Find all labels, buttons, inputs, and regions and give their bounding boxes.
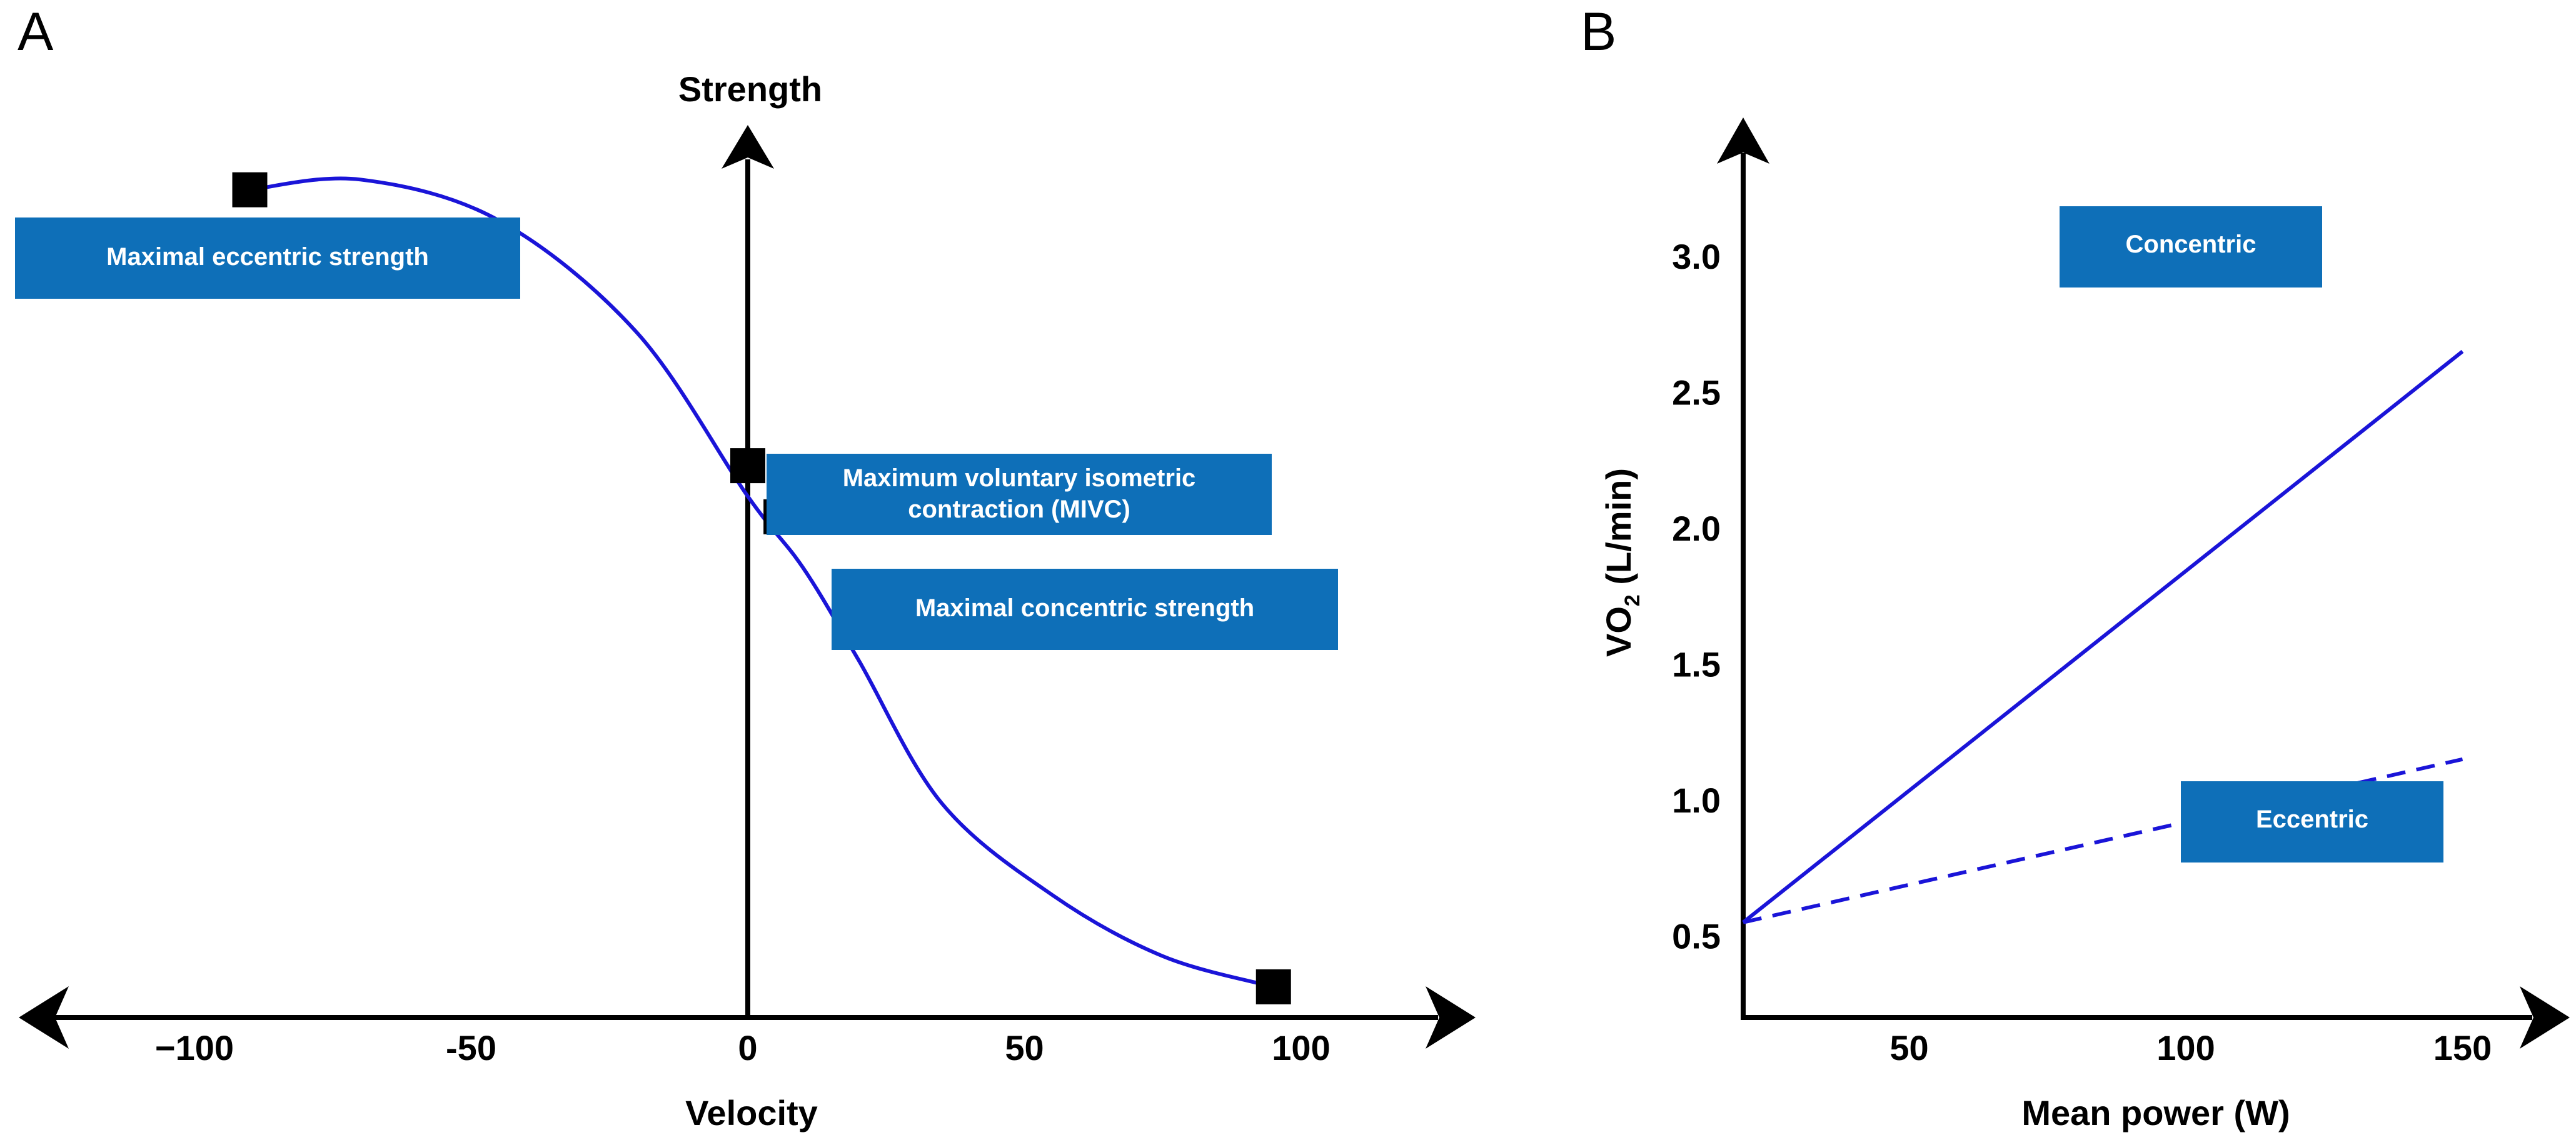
panel-a-y-axis-title: Strength <box>678 69 822 109</box>
panel-b-x-tick-label: 50 <box>1889 1028 1928 1068</box>
panel-b-y-axis-title: VO2 (L/min) <box>1599 468 1644 657</box>
panel-a-y-axis-arrow <box>722 125 774 169</box>
annotation-concentric-strength: Maximal concentric strength <box>915 594 1254 622</box>
panel-a-letter: A <box>18 2 54 62</box>
panel-b-y-tick-label: 2.5 <box>1672 373 1721 412</box>
y-title-rest: (L/min) <box>1599 468 1638 594</box>
panel-a-x-axis-title: Velocity <box>685 1093 818 1132</box>
panel-a-point-1 <box>232 172 268 208</box>
panel-a-x-tick-label: -50 <box>446 1028 496 1068</box>
y-title-main: VO <box>1599 606 1638 657</box>
label-box-eccentric <box>2181 781 2443 862</box>
panel-b-x-tick-label: 100 <box>2156 1028 2215 1068</box>
label-eccentric: Eccentric <box>2256 806 2368 833</box>
panel-b-y-tick-label: 0.5 <box>1672 917 1721 956</box>
label-concentric: Concentric <box>2126 231 2257 258</box>
panel-b-letter: B <box>1581 2 1616 62</box>
panel-a-x-tick-label: 100 <box>1272 1028 1330 1068</box>
annotation-box-mivc <box>767 454 1272 535</box>
panel-b-x-tick-label: 150 <box>2433 1028 2492 1068</box>
panel-b-y-tick-label: 1.0 <box>1672 781 1721 820</box>
panel-b-x-axis-title: Mean power (W) <box>2021 1093 2290 1132</box>
panel-a-x-tick-label: −100 <box>155 1028 234 1068</box>
annotation-eccentric-strength: Maximal eccentric strength <box>106 243 429 271</box>
annotation-box-concentric-strength <box>832 569 1338 650</box>
panel-b-y-tick-label: 3.0 <box>1672 237 1721 276</box>
panel-b-x-axis-arrow <box>2520 986 2570 1049</box>
panel-a-force-velocity-curve <box>249 176 1274 989</box>
annotation-mivc-line-2: contraction (MIVC) <box>908 496 1130 523</box>
panel-b-y-tick-label: 1.5 <box>1672 645 1721 684</box>
panel-b-y-axis-arrow <box>1717 118 1769 164</box>
series-concentric-line <box>1742 349 2464 924</box>
panel-a-x-axis-right-arrow <box>1426 986 1476 1049</box>
panel-a-point-4 <box>1255 969 1291 1004</box>
panel-b: B 50 100 150 0.5 1.0 1.5 2.0 2.5 3.0 Mean power… <box>1581 2 2570 1132</box>
annotation-box-eccentric-strength <box>15 218 520 299</box>
panel-a-point-2 <box>730 448 765 484</box>
svg-text:VO2 (L/min): VO2 (L/min) <box>1599 468 1644 657</box>
label-box-concentric <box>2060 206 2322 288</box>
panel-a: A Strength Velocity −100 -50 0 50 100 Maxima… <box>15 2 1476 1132</box>
panel-a-x-axis-left-arrow <box>19 986 69 1049</box>
y-title-subscript: 2 <box>1621 594 1644 606</box>
panel-b-y-tick-label: 2.0 <box>1672 509 1721 548</box>
panel-a-x-tick-label: 50 <box>1005 1028 1044 1068</box>
annotation-mivc-line-1: Maximum voluntary isometric <box>843 464 1196 492</box>
panel-a-x-tick-label: 0 <box>738 1028 757 1068</box>
